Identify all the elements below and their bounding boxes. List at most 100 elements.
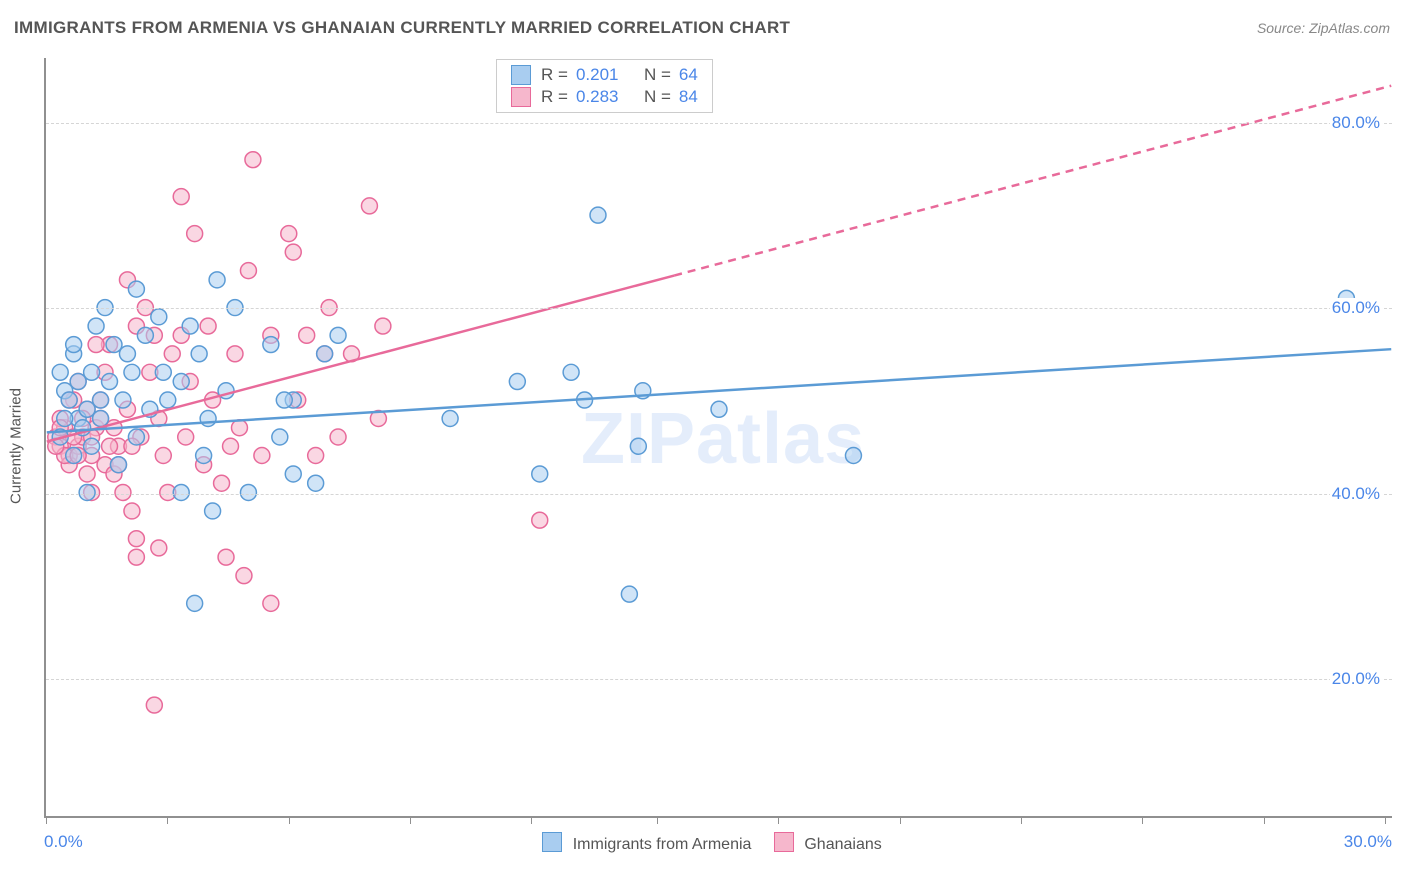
data-point <box>630 438 646 454</box>
data-point <box>128 531 144 547</box>
plot-area: ZIPatlas R = 0.201 N = 64 R = 0.283 N = … <box>44 58 1392 818</box>
x-tick <box>657 816 658 824</box>
data-point <box>70 374 86 390</box>
data-point <box>75 420 91 436</box>
data-point <box>79 466 95 482</box>
data-point <box>173 484 189 500</box>
data-point <box>209 272 225 288</box>
data-point <box>61 457 77 473</box>
x-tick <box>1142 816 1143 824</box>
data-point <box>317 346 333 362</box>
data-point <box>151 411 167 427</box>
data-point <box>236 568 252 584</box>
data-point <box>178 429 194 445</box>
data-point <box>205 503 221 519</box>
data-point <box>102 374 118 390</box>
data-point <box>48 438 64 454</box>
data-point <box>299 327 315 343</box>
legend-swatch-icon <box>511 87 531 107</box>
data-point <box>102 337 118 353</box>
data-point <box>308 475 324 491</box>
data-point <box>75 411 91 427</box>
data-point <box>57 383 73 399</box>
data-point <box>66 448 82 464</box>
legend-row-armenia: R = 0.201 N = 64 <box>497 64 712 86</box>
data-point <box>57 448 73 464</box>
x-tick <box>1264 816 1265 824</box>
data-point <box>66 346 82 362</box>
x-tick <box>167 816 168 824</box>
data-point <box>61 448 77 464</box>
series-legend: Immigrants from Armenia Ghanaians <box>0 832 1406 854</box>
data-point <box>285 244 301 260</box>
data-point <box>128 429 144 445</box>
data-point <box>66 392 82 408</box>
data-point <box>84 484 100 500</box>
trend-line <box>47 276 674 442</box>
data-point <box>160 392 176 408</box>
data-point <box>281 226 297 242</box>
data-point <box>142 364 158 380</box>
data-point <box>187 226 203 242</box>
data-point <box>48 429 64 445</box>
data-point <box>845 448 861 464</box>
data-point <box>214 475 230 491</box>
data-point <box>115 392 131 408</box>
data-point <box>52 438 68 454</box>
data-point <box>375 318 391 334</box>
y-tick-label: 40.0% <box>1330 484 1382 504</box>
data-point <box>137 327 153 343</box>
data-point <box>164 346 180 362</box>
x-tick <box>46 816 47 824</box>
data-point <box>75 429 91 445</box>
data-point <box>151 540 167 556</box>
data-point <box>88 318 104 334</box>
data-point <box>263 595 279 611</box>
legend-n-label: N = <box>644 65 671 85</box>
data-point <box>70 374 86 390</box>
data-point <box>110 457 126 473</box>
data-point <box>93 411 109 427</box>
data-point <box>240 484 256 500</box>
data-point <box>173 374 189 390</box>
data-point <box>231 420 247 436</box>
data-point <box>52 411 68 427</box>
data-point <box>79 401 95 417</box>
data-point <box>173 327 189 343</box>
data-point <box>191 346 207 362</box>
legend-swatch-icon <box>542 832 562 852</box>
data-point <box>119 401 135 417</box>
data-point <box>79 484 95 500</box>
y-tick-label: 60.0% <box>1330 298 1382 318</box>
data-point <box>106 337 122 353</box>
x-tick <box>289 816 290 824</box>
data-point <box>330 327 346 343</box>
data-point <box>182 374 198 390</box>
data-point <box>151 309 167 325</box>
x-tick <box>531 816 532 824</box>
legend-label-armenia: Immigrants from Armenia <box>573 836 752 853</box>
legend-row-ghanaians: R = 0.283 N = 84 <box>497 86 712 108</box>
data-point <box>97 457 113 473</box>
legend-n-value: 64 <box>679 65 698 85</box>
data-point <box>160 484 176 500</box>
data-point <box>227 346 243 362</box>
data-point <box>621 586 637 602</box>
data-point <box>70 448 86 464</box>
x-tick <box>1021 816 1022 824</box>
data-point <box>128 281 144 297</box>
watermark: ZIPatlas <box>581 398 865 480</box>
source-label: Source: ZipAtlas.com <box>1257 20 1390 36</box>
data-point <box>317 346 333 362</box>
data-point <box>182 318 198 334</box>
data-point <box>223 438 239 454</box>
data-point <box>84 364 100 380</box>
data-point <box>196 448 212 464</box>
data-point <box>285 392 301 408</box>
data-point <box>635 383 651 399</box>
data-point <box>205 392 221 408</box>
data-point <box>97 364 113 380</box>
legend-swatch-icon <box>511 65 531 85</box>
legend-swatch-icon <box>774 832 794 852</box>
data-point <box>66 337 82 353</box>
